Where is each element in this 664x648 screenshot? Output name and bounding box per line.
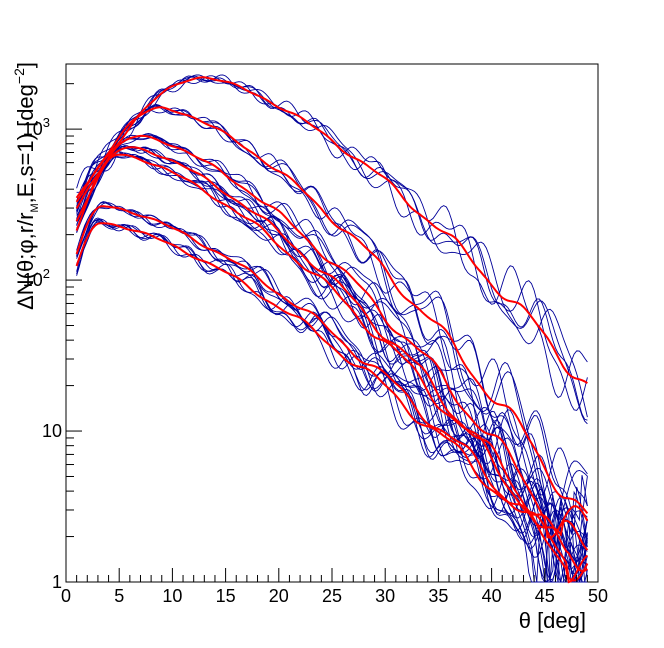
sample-curve-2-3 bbox=[76, 107, 588, 506]
x-tick-label: 10 bbox=[162, 586, 182, 606]
sample-curve-1-3 bbox=[76, 74, 588, 399]
mean-curve-1 bbox=[75, 76, 588, 384]
sample-curve-1-5 bbox=[76, 76, 588, 425]
x-tick-label: 0 bbox=[61, 586, 71, 606]
sample-curve-3-2 bbox=[76, 134, 588, 581]
x-tick-label: 30 bbox=[375, 586, 395, 606]
y-tick-label: 102 bbox=[23, 266, 50, 290]
sample-curve-1-4 bbox=[76, 75, 588, 421]
x-axis-ticks bbox=[65, 568, 599, 582]
y-axis-ticks bbox=[66, 83, 82, 583]
y-axis-title: ΔN(θ;φ,r/rM,E,s=1) [deg−2] bbox=[11, 62, 41, 310]
x-tick-label: 50 bbox=[588, 586, 608, 606]
sample-curve-6-1 bbox=[76, 202, 588, 583]
mean-curves bbox=[75, 76, 589, 584]
y-tick-label: 10 bbox=[42, 421, 62, 441]
y-tick-label: 1 bbox=[52, 572, 62, 592]
mean-curve-6 bbox=[75, 205, 589, 582]
mean-curve-7 bbox=[75, 222, 589, 584]
sample-curve-2-4 bbox=[76, 105, 588, 583]
sample-curve-7-4 bbox=[76, 220, 588, 583]
mean-curve-4 bbox=[75, 146, 589, 551]
mean-curve-2 bbox=[75, 106, 589, 515]
sample-curve-4-3 bbox=[76, 146, 588, 583]
x-tick-label: 5 bbox=[114, 586, 124, 606]
x-tick-label: 25 bbox=[322, 586, 342, 606]
x-axis-tick-labels: 0 5 10 15 20 25 30 35 40 45 50 bbox=[61, 586, 608, 606]
x-tick-label: 40 bbox=[482, 586, 502, 606]
sample-curve-3-4 bbox=[76, 134, 588, 583]
sample-curve-7-5 bbox=[76, 218, 588, 583]
mean-curve-5 bbox=[75, 153, 588, 573]
mean-curve-3 bbox=[75, 134, 589, 539]
x-axis-title: θ [deg] bbox=[519, 608, 586, 633]
sample-curve-1-2 bbox=[76, 75, 588, 411]
x-tick-label: 20 bbox=[269, 586, 289, 606]
x-tick-label: 35 bbox=[428, 586, 448, 606]
sample-curve-5-2 bbox=[76, 155, 588, 583]
sample-curve-3-1 bbox=[76, 136, 588, 563]
sample-curve-5-3 bbox=[76, 151, 588, 583]
sample-curve-6-3 bbox=[76, 206, 588, 583]
x-tick-label: 15 bbox=[216, 586, 236, 606]
x-tick-label: 45 bbox=[535, 586, 555, 606]
